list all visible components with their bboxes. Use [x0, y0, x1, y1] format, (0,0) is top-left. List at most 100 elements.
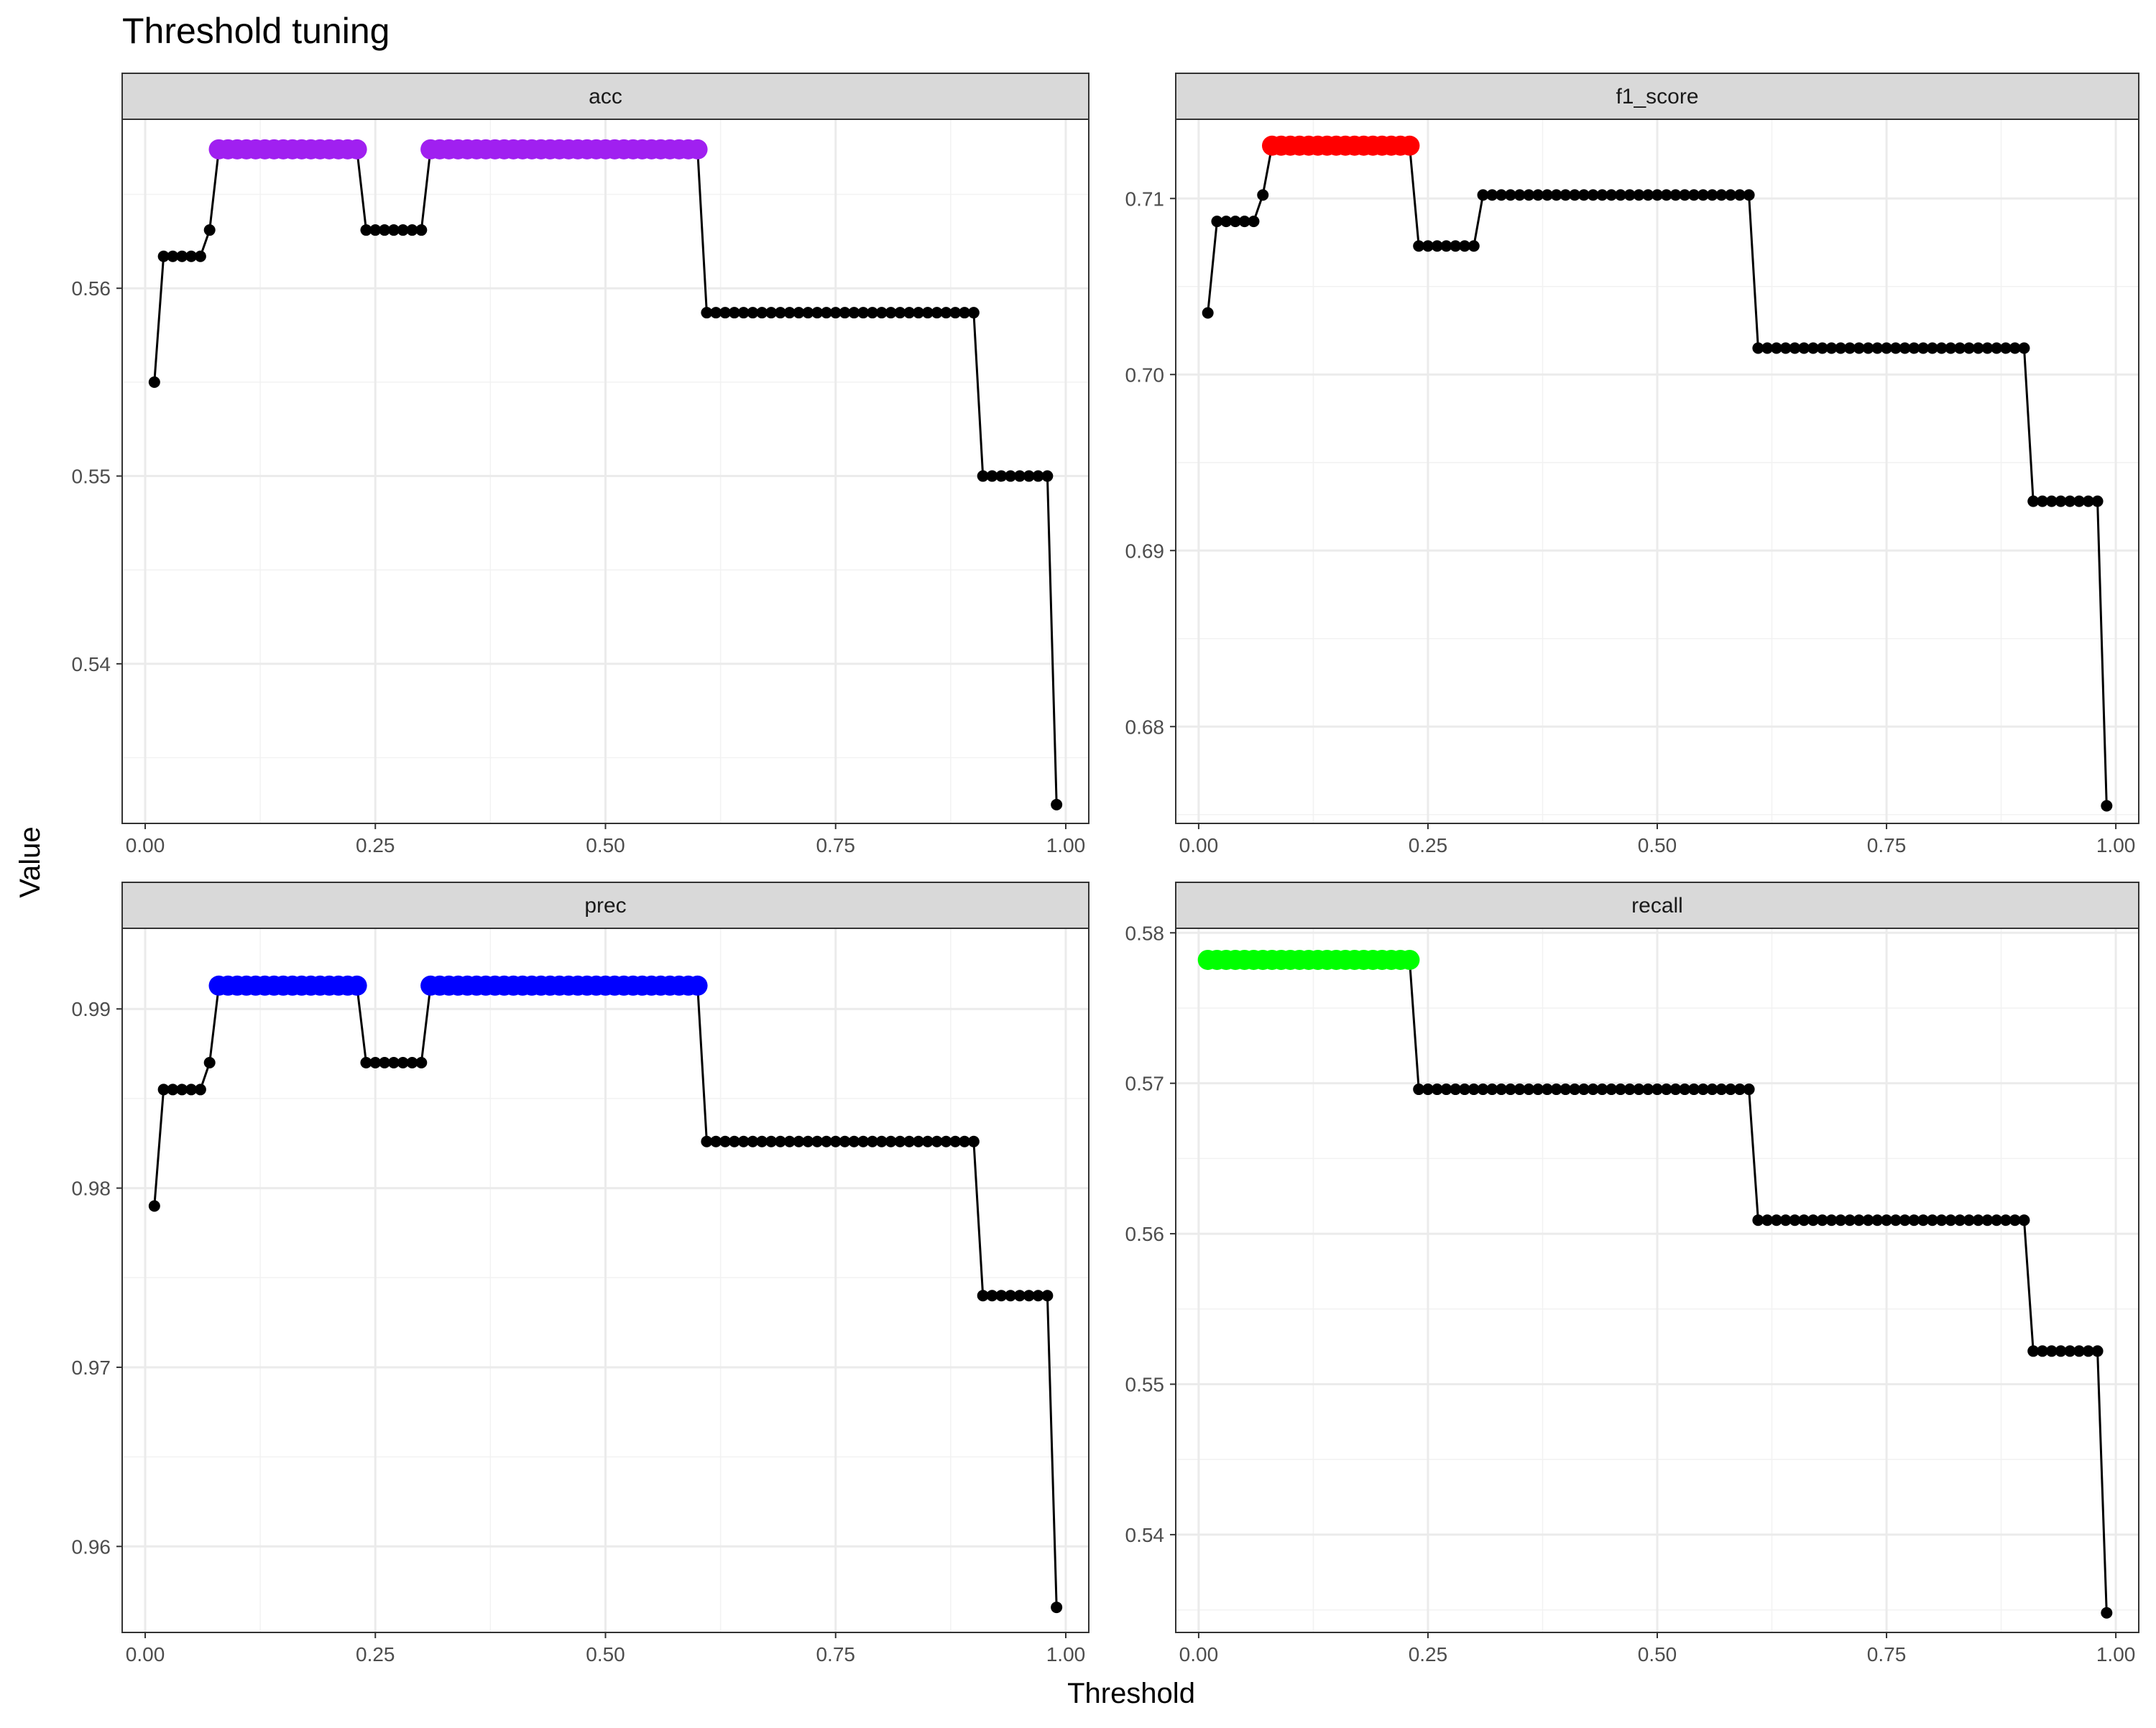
data-point: [1963, 342, 1975, 354]
data-point: [931, 307, 943, 319]
data-point: [1051, 798, 1063, 810]
data-point: [1761, 342, 1774, 354]
x-tick-label: 0.00: [1179, 834, 1219, 856]
x-tick-label: 1.00: [1046, 834, 1086, 856]
data-point: [1229, 216, 1241, 228]
y-tick-label: 0.69: [1125, 540, 1165, 562]
data-point: [719, 1135, 732, 1147]
data-point: [2037, 495, 2048, 507]
data-point: [185, 1084, 198, 1096]
data-point: [1005, 1290, 1017, 1302]
data-point: [2027, 1345, 2040, 1357]
data-point: [1606, 1084, 1618, 1096]
data-point: [1715, 189, 1728, 201]
data-point: [1835, 1214, 1847, 1226]
data-point: [1871, 1214, 1884, 1226]
data-point: [2064, 1345, 2076, 1357]
data-point: [148, 1200, 160, 1212]
data-point: [1954, 1214, 1966, 1226]
x-tick-label: 1.00: [1046, 1643, 1086, 1665]
data-point: [829, 1135, 842, 1147]
data-point: [1779, 342, 1792, 354]
data-point: [1450, 240, 1462, 252]
data-point: [1477, 1084, 1489, 1096]
data-point: [1541, 1084, 1553, 1096]
data-point: [829, 307, 842, 319]
data-point: [1642, 1084, 1654, 1096]
data-point: [406, 1057, 418, 1069]
data-point: [1587, 1084, 1599, 1096]
data-point: [820, 1135, 832, 1147]
data-point: [1917, 342, 1930, 354]
data-point: [931, 1135, 943, 1147]
data-point: [1981, 342, 1994, 354]
data-point: [802, 307, 814, 319]
panel-recall: recall 0.00 0.25 0.50 0.75 1.00 0.54 0.55 0.56 0.…: [1125, 882, 2139, 1665]
data-point: [1468, 240, 1480, 252]
y-tick-label: 0.99: [72, 998, 111, 1020]
y-axis-title: Value: [14, 826, 46, 897]
facet-strip: [121, 73, 1089, 120]
panel-prec: prec 0.00 0.25 0.50 0.75 1.00 0.96 0.97 0.98 0.99: [72, 882, 1089, 1665]
data-point: [774, 307, 786, 319]
data-point: [2018, 1214, 2030, 1226]
data-point: [756, 1135, 768, 1147]
chart-title: Threshold tuning: [122, 11, 390, 51]
x-tick-label: 0.50: [1638, 1643, 1677, 1665]
data-point: [866, 1135, 878, 1147]
data-point: [1013, 1290, 1026, 1302]
data-point: [1486, 1084, 1498, 1096]
data-point: [1560, 189, 1572, 201]
data-point: [959, 307, 971, 319]
data-point: [977, 1290, 989, 1302]
facet-strip-label: f1_score: [1616, 85, 1698, 108]
data-point: [157, 1084, 170, 1096]
data-point: [866, 307, 878, 319]
data-point: [765, 1135, 778, 1147]
data-point: [1220, 216, 1233, 228]
data-point: [1862, 342, 1874, 354]
data-point: [1238, 216, 1250, 228]
data-point: [148, 376, 160, 388]
data-point: [369, 224, 382, 236]
data-point: [1789, 1214, 1801, 1226]
data-point: [1440, 1084, 1452, 1096]
data-point: [379, 224, 391, 236]
data-point: [1413, 240, 1425, 252]
facet-strip-label: acc: [589, 85, 622, 108]
data-point: [1523, 189, 1535, 201]
x-tick-label: 0.25: [1409, 834, 1448, 856]
data-point: [1697, 1084, 1709, 1096]
highlight-point: [687, 975, 708, 996]
y-tick-label: 0.55: [72, 466, 111, 488]
data-point: [1816, 342, 1828, 354]
panel-acc: acc 0.00 0.25 0.50 0.75 1.00 0.54 0.55 0.56: [72, 73, 1089, 856]
data-point: [2082, 495, 2094, 507]
data-point: [1569, 1084, 1581, 1096]
highlight-point: [687, 139, 708, 160]
data-point: [1733, 1084, 1746, 1096]
data-point: [811, 1135, 824, 1147]
facet-strip: [1175, 882, 2139, 929]
x-tick-label: 0.50: [1638, 834, 1677, 856]
data-point: [1614, 189, 1626, 201]
data-point: [1991, 1214, 2003, 1226]
panel-f1_score: f1_score 0.00 0.25 0.50 0.75 1.00 0.68 0.69 0.70…: [1125, 73, 2139, 856]
data-point: [1660, 189, 1672, 201]
data-point: [710, 1135, 722, 1147]
data-point: [1752, 342, 1764, 354]
data-point: [839, 1135, 851, 1147]
data-point: [1468, 1084, 1480, 1096]
data-point: [959, 1135, 971, 1147]
x-tick-label: 0.75: [816, 1643, 855, 1665]
x-tick-label: 0.75: [1867, 834, 1907, 856]
x-tick-label: 0.75: [816, 834, 855, 856]
data-point: [1816, 1214, 1828, 1226]
y-tick-label: 0.98: [72, 1178, 111, 1200]
x-tick-label: 1.00: [2096, 1643, 2136, 1665]
x-axis-title: Threshold: [1067, 1678, 1195, 1709]
data-point: [756, 307, 768, 319]
data-point: [2064, 495, 2076, 507]
data-point: [1725, 189, 1737, 201]
data-point: [737, 1135, 750, 1147]
